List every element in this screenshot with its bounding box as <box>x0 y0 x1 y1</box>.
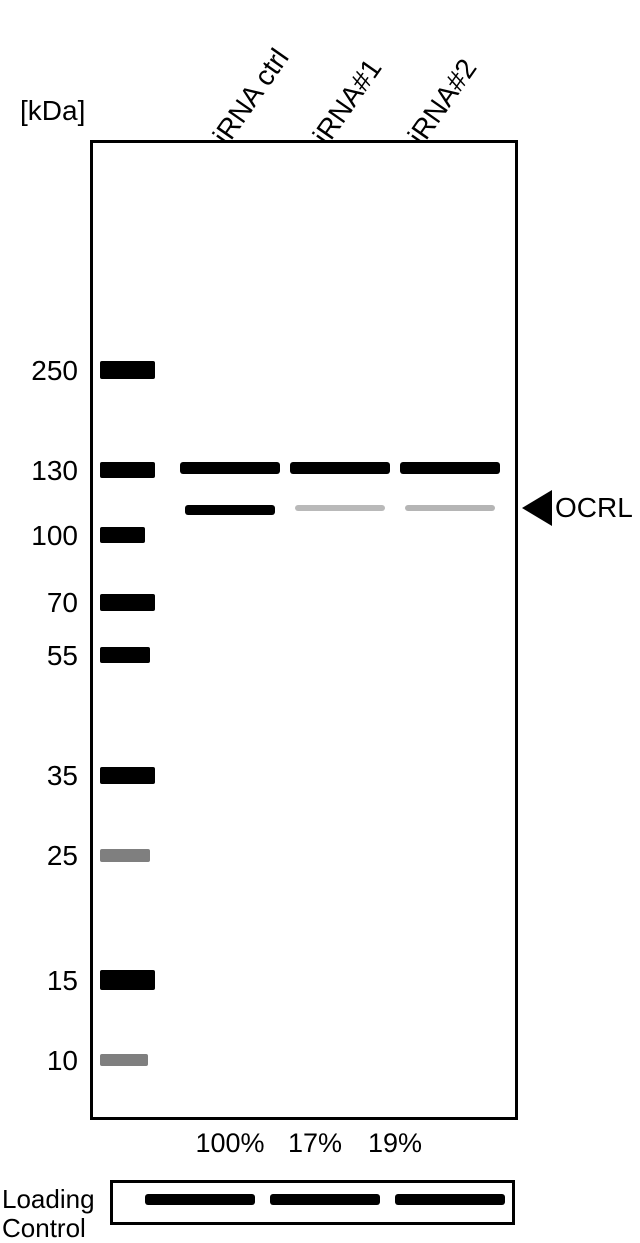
loading-control-band <box>395 1194 505 1205</box>
loading-control-band <box>145 1194 255 1205</box>
western-blot-figure: [kDa] siRNA ctrlsiRNA#1siRNA#2 250 130 100… <box>0 0 640 1241</box>
units-label: [kDa] <box>20 95 85 127</box>
ocrl-band <box>295 505 385 511</box>
mw-marker-label: 55 <box>18 640 78 672</box>
nonspecific-band <box>180 462 280 474</box>
ladder-band <box>100 594 155 611</box>
ocrl-pointer: OCRL <box>522 490 633 526</box>
mw-marker-label: 15 <box>18 965 78 997</box>
ladder-band <box>100 527 145 543</box>
ladder-band <box>100 767 155 784</box>
arrowhead-icon <box>522 490 552 526</box>
mw-marker-label: 25 <box>18 840 78 872</box>
mw-marker-label: 100 <box>18 520 78 552</box>
ladder-band <box>100 849 150 862</box>
ladder-band <box>100 647 150 663</box>
ladder-band <box>100 462 155 478</box>
nonspecific-band <box>400 462 500 474</box>
ocrl-band <box>405 505 495 511</box>
ladder-band <box>100 970 155 990</box>
ladder-band <box>100 361 155 379</box>
loading-control-band <box>270 1194 380 1205</box>
ladder-band <box>100 1054 148 1066</box>
nonspecific-band <box>290 462 390 474</box>
mw-marker-label: 70 <box>18 587 78 619</box>
mw-marker-label: 130 <box>18 455 78 487</box>
loading-control-label: LoadingControl <box>2 1185 95 1242</box>
percentage-value: 17% <box>280 1128 350 1159</box>
ocrl-band <box>185 505 275 515</box>
percentage-value: 19% <box>350 1128 440 1159</box>
knockdown-percentages: 100%17%19% <box>180 1128 440 1159</box>
mw-marker-label: 10 <box>18 1045 78 1077</box>
lane-labels-group: siRNA ctrlsiRNA#1siRNA#2 <box>175 0 595 135</box>
pointer-label: OCRL <box>555 492 633 524</box>
percentage-value: 100% <box>180 1128 280 1159</box>
mw-marker-label: 250 <box>18 355 78 387</box>
mw-marker-label: 35 <box>18 760 78 792</box>
